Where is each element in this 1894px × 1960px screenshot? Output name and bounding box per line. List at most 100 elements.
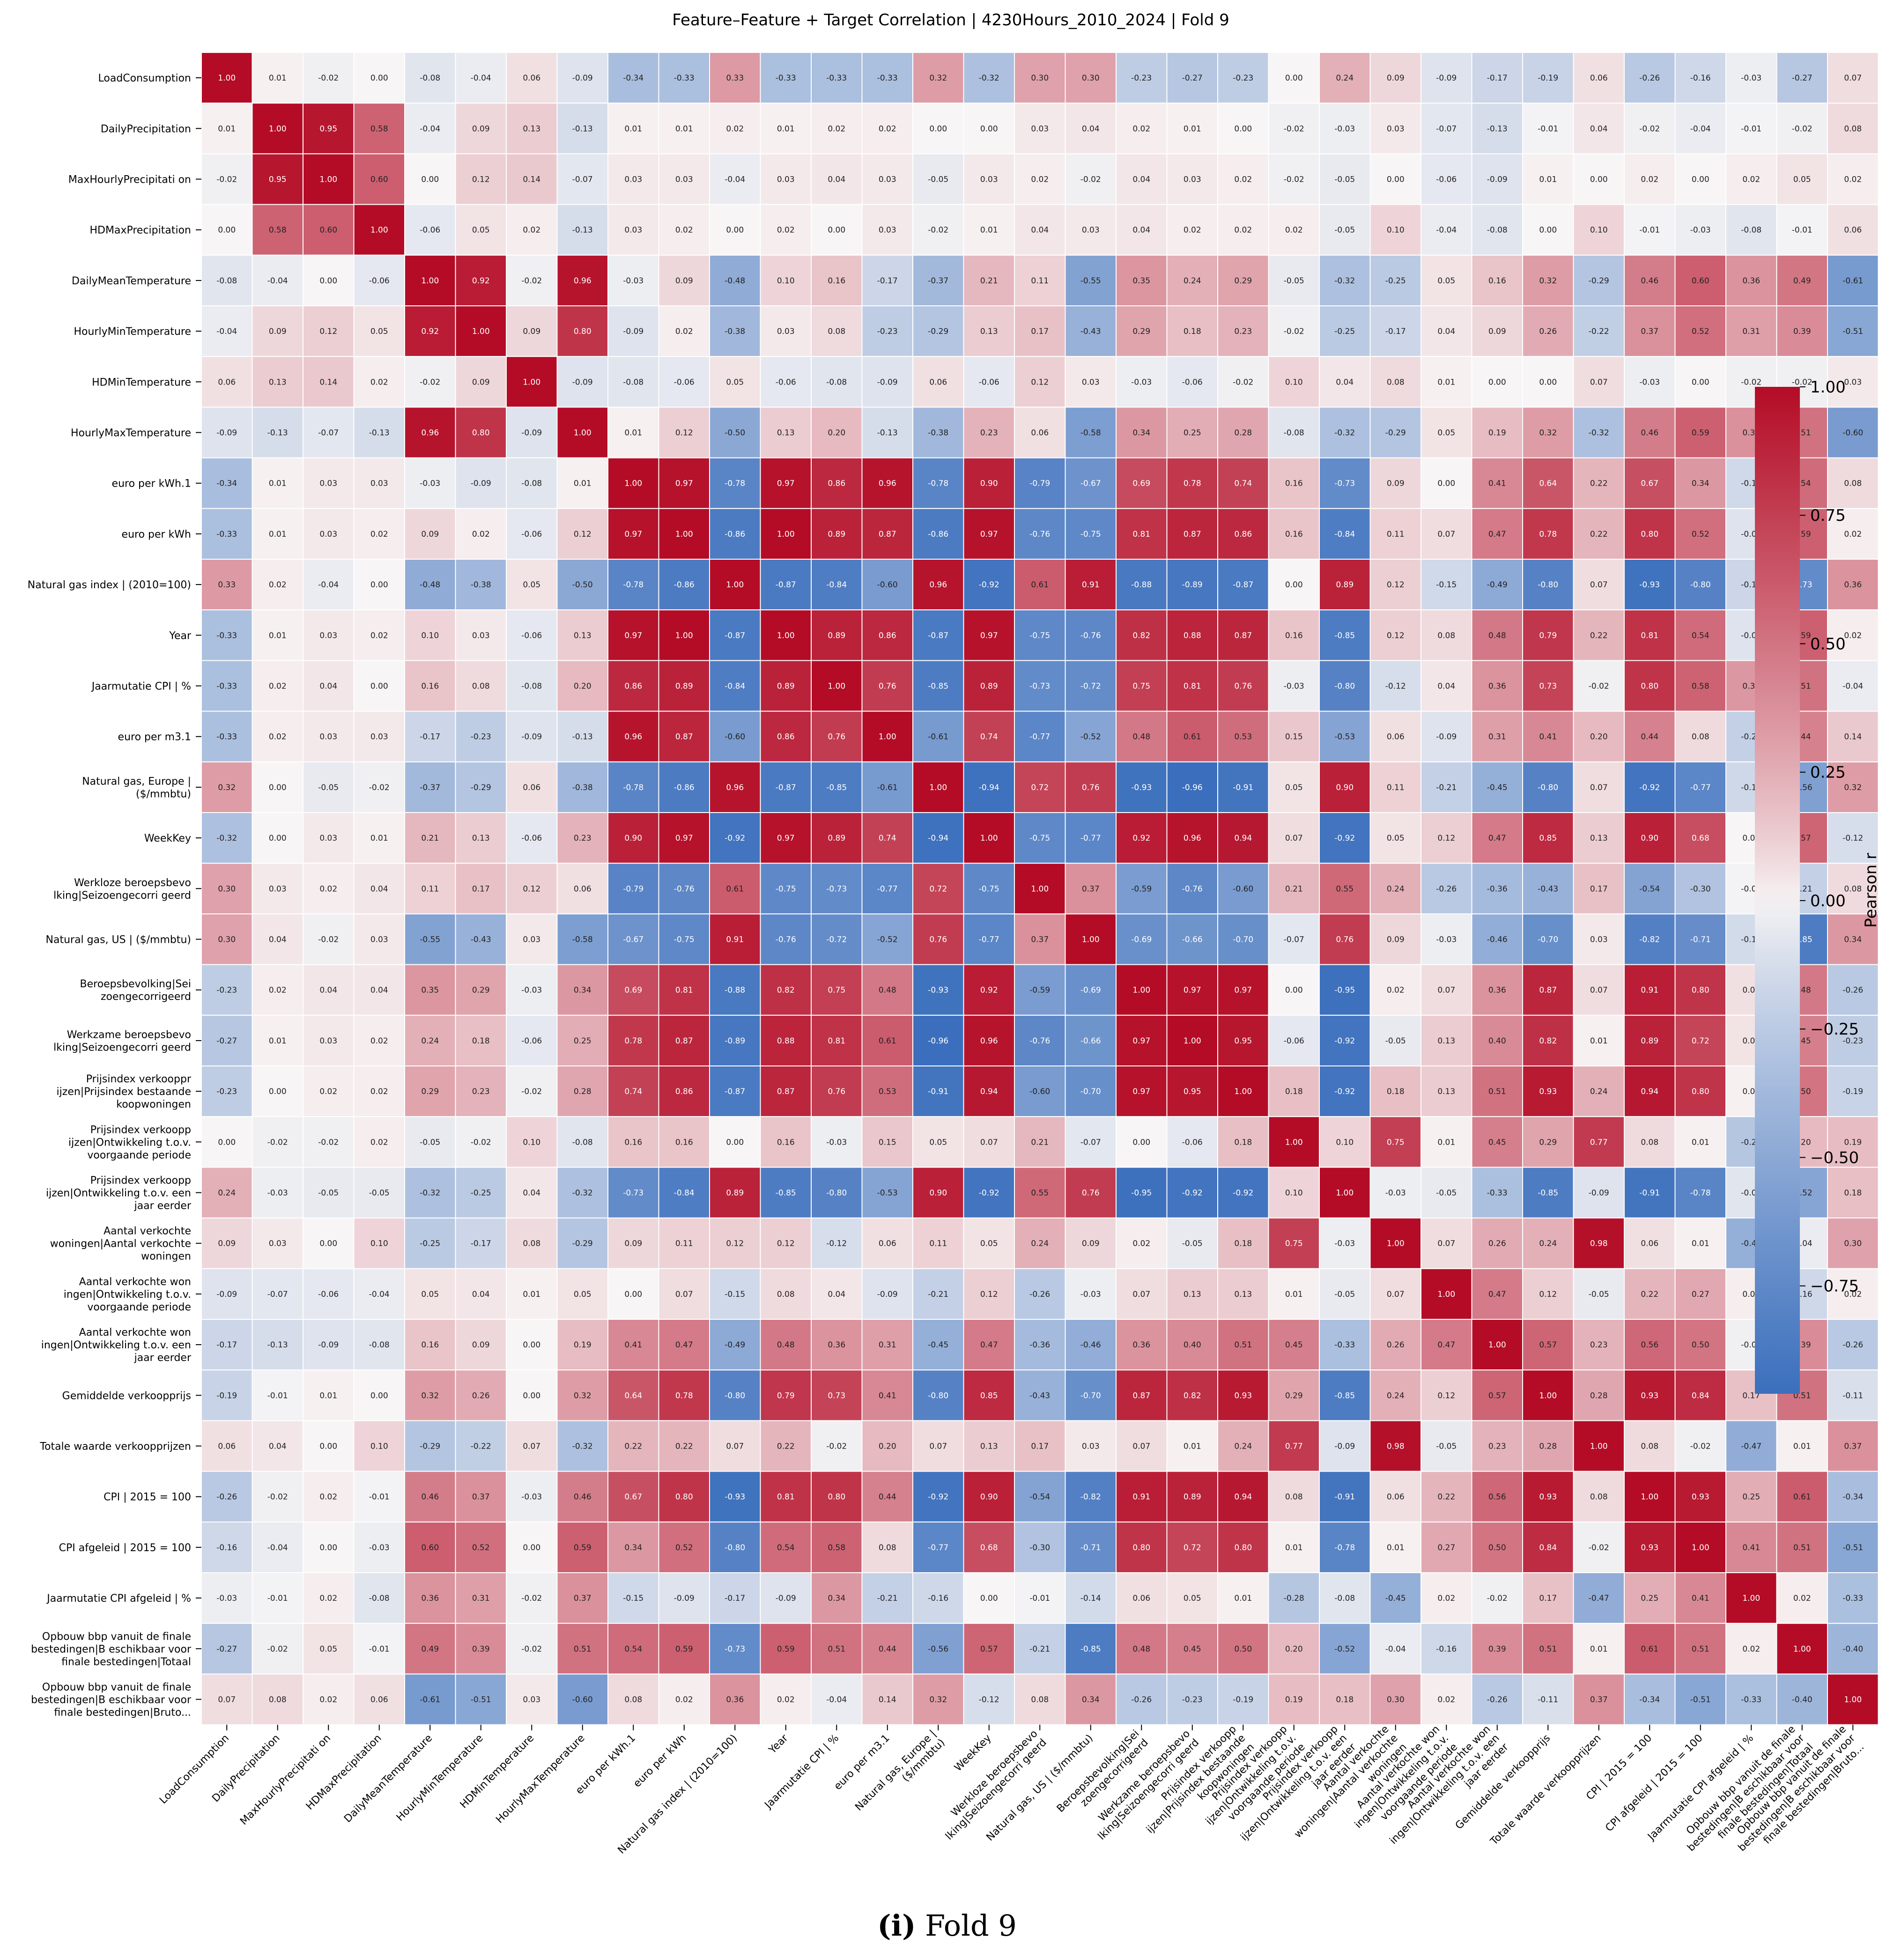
cell-value-label: 0.14	[1844, 732, 1862, 742]
heatmap-cell	[1319, 1623, 1371, 1675]
row-label: HourlyMinTemperature	[74, 326, 191, 338]
cell-value-label: -0.38	[725, 327, 745, 336]
cell-value-label: 0.04	[1132, 226, 1150, 235]
cell-value-label: -0.25	[1334, 327, 1355, 336]
heatmap-cell	[658, 1319, 710, 1371]
cell-value-label: 0.23	[1590, 1340, 1608, 1350]
heatmap-cell	[1420, 660, 1472, 712]
heatmap-cell	[455, 153, 507, 205]
heatmap-cell	[861, 254, 913, 306]
heatmap-cell	[1420, 913, 1472, 965]
cell-value-label: -0.87	[1233, 580, 1253, 590]
cell-value-label: -0.09	[776, 1594, 796, 1603]
cell-value-label: 0.36	[828, 1340, 845, 1350]
heatmap-cell	[455, 204, 507, 256]
cell-value-label: -0.05	[928, 175, 948, 185]
heatmap-cell	[1217, 964, 1269, 1016]
cell-value-label: 0.72	[1692, 1036, 1709, 1046]
row-label: Opbouw bbp vanuit de finale bestedingen|B…	[31, 1631, 192, 1668]
heatmap-cells: 1.00 0.01 -0.02 0.00 -0.08 -0.04 0.06 -0.09 -0.3…	[201, 52, 1879, 1725]
heatmap-cell	[556, 812, 608, 864]
cell-value-label: 0.87	[675, 1036, 693, 1046]
cell-value-label: 0.61	[1031, 580, 1049, 590]
cell-value-label: -0.27	[216, 1036, 237, 1046]
heatmap-cell	[455, 913, 507, 965]
cell-value-label: -0.07	[1436, 124, 1457, 133]
cell-value-label: 0.78	[675, 1391, 693, 1400]
heatmap-cell	[1319, 863, 1371, 915]
cell-value-label: -0.53	[877, 1189, 898, 1198]
cell-value-label: 0.94	[980, 1087, 998, 1096]
heatmap-cell	[303, 1572, 355, 1624]
cell-value-label: -0.87	[725, 1087, 745, 1096]
cell-value-label: 0.86	[879, 631, 896, 640]
heatmap-cell	[506, 305, 558, 357]
cell-value-label: -0.02	[369, 783, 390, 792]
heatmap-cell	[455, 863, 507, 915]
cell-value-label: 0.58	[269, 226, 287, 235]
heatmap-cell	[201, 1673, 253, 1725]
cell-value-label: 0.13	[1437, 1036, 1455, 1046]
row-label: WeekKey	[144, 833, 191, 844]
cell-value-label: -0.11	[1538, 1695, 1558, 1705]
cell-value-label: -0.33	[216, 631, 237, 640]
heatmap-cell	[1522, 1623, 1574, 1675]
heatmap-cell	[1116, 1116, 1168, 1168]
cell-value-label: -0.86	[928, 530, 948, 539]
heatmap-cell	[353, 812, 405, 864]
cell-value-label: -0.12	[979, 1695, 999, 1705]
heatmap-cell	[1319, 508, 1371, 560]
heatmap-cell	[963, 254, 1015, 306]
cell-value-label: -0.17	[471, 1239, 491, 1249]
cell-value-label: -0.60	[1842, 429, 1863, 438]
cell-value-label: 0.52	[472, 1543, 490, 1553]
cell-value-label: 0.53	[879, 1087, 896, 1096]
cell-value-label: 0.82	[777, 986, 795, 995]
cell-value-label: 0.18	[472, 1036, 490, 1046]
cell-value-label: 0.11	[675, 1239, 693, 1249]
cell-value-label: 0.04	[1031, 226, 1049, 235]
heatmap-cell	[201, 609, 253, 661]
cell-value-label: 0.22	[1641, 1290, 1658, 1299]
cell-value-label: 0.47	[1488, 834, 1506, 843]
cell-value-label: 0.02	[269, 580, 287, 590]
cell-value-label: 0.08	[1641, 1442, 1658, 1451]
cell-value-label: -0.46	[1487, 935, 1508, 945]
cell-value-label: 0.35	[421, 986, 439, 995]
heatmap-cell	[1116, 1217, 1168, 1269]
heatmap-cell	[1573, 356, 1625, 408]
heatmap-cell	[1319, 153, 1371, 205]
cell-value-label: 0.00	[523, 1391, 540, 1400]
cell-value-label: 0.07	[980, 1138, 998, 1147]
cell-value-label: -0.08	[826, 377, 847, 387]
cell-value-label: -0.03	[1385, 1189, 1406, 1198]
cell-value-label: -0.02	[521, 1644, 542, 1654]
cell-value-label: -0.17	[420, 732, 440, 742]
cell-value-label: 0.03	[319, 1036, 337, 1046]
heatmap-cell	[1217, 1673, 1269, 1725]
heatmap-cell	[1471, 1673, 1523, 1725]
cell-value-label: 0.80	[472, 429, 490, 438]
heatmap-cell	[353, 761, 405, 814]
cell-value-label: -0.26	[1131, 1695, 1152, 1705]
cell-value-label: -0.72	[1080, 682, 1101, 691]
cell-value-label: 0.59	[1692, 429, 1709, 438]
row-label: Natural gas, US | ($/mmbtu)	[46, 934, 191, 946]
cell-value-label: -0.27	[1182, 74, 1203, 83]
row-label: Gemiddelde verkoopprijs	[62, 1390, 191, 1402]
heatmap-cell	[303, 1471, 355, 1523]
heatmap-cell	[658, 863, 710, 915]
cell-value-label: 0.34	[1844, 935, 1862, 945]
heatmap-cell	[1624, 1014, 1676, 1067]
heatmap-cell	[1776, 1572, 1828, 1624]
heatmap-cell	[912, 609, 964, 661]
cell-value-label: 0.31	[472, 1594, 490, 1603]
cell-value-label: 0.80	[828, 1493, 845, 1502]
cell-value-label: -0.93	[928, 986, 948, 995]
heatmap-cell	[556, 204, 608, 256]
heatmap-cell	[506, 710, 558, 762]
cell-value-label: 0.12	[472, 175, 490, 185]
heatmap-cell	[1268, 710, 1320, 762]
cell-value-label: -0.60	[572, 1695, 593, 1705]
cell-value-label: -0.56	[928, 1644, 948, 1654]
